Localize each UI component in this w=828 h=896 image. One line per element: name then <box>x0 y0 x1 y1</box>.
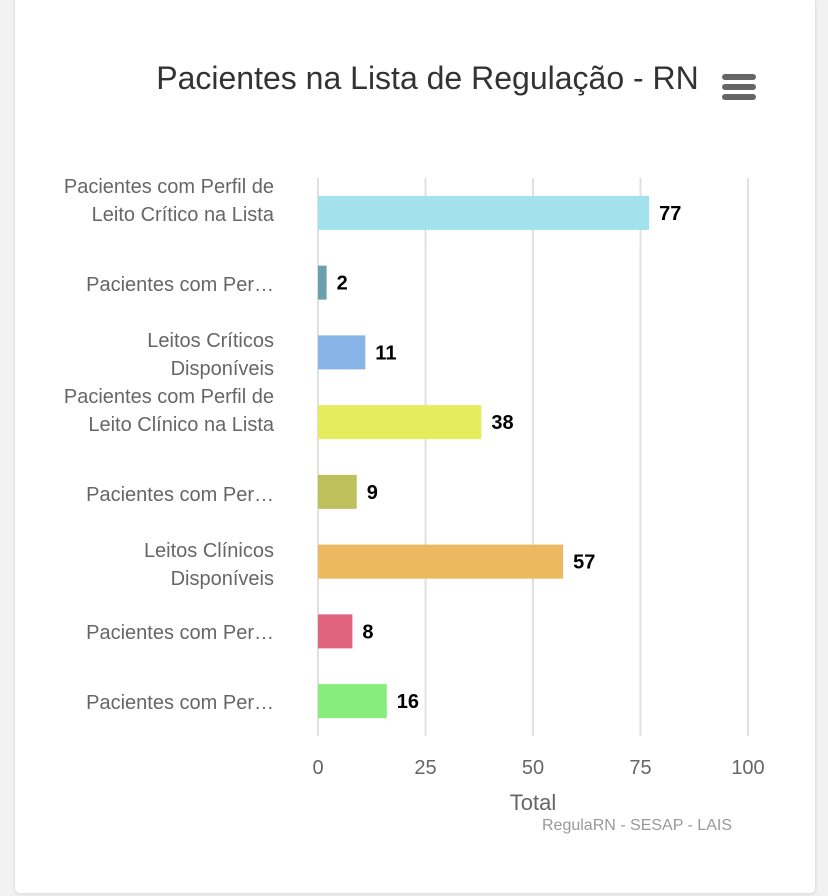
chart-title: Pacientes na Lista de Regulação - RN <box>156 60 699 96</box>
data-label: 2 <box>337 273 348 295</box>
data-label: 16 <box>397 691 419 713</box>
x-tick-label: 0 <box>312 757 323 779</box>
category-label: Pacientes com Perfil de Leito Crítico na… <box>63 176 274 226</box>
bar[interactable] <box>318 405 482 440</box>
data-label: 11 <box>375 342 396 364</box>
category-label: Pacientes com Per… <box>86 692 274 714</box>
chart-plot: 0 25 50 75 100 77 2 11 38 9 57 8 16 Total <box>312 178 765 815</box>
category-label: Pacientes com Perfil de Leito Clínico na… <box>63 386 274 436</box>
chart-card: 0 25 50 75 100 77 2 11 38 9 57 8 16 Total Pacientes n… <box>14 0 816 894</box>
bar[interactable] <box>318 195 650 230</box>
chart-credits[interactable]: RegulaRN - SESAP - LAIS <box>541 817 732 834</box>
data-label: 38 <box>491 412 513 434</box>
category-label: Pacientes com Per… <box>86 484 274 506</box>
hamburger-menu-icon-bar <box>722 94 756 100</box>
category-label: Leitos Críticos Disponíveis <box>147 330 274 380</box>
x-tick-label: 50 <box>522 757 544 779</box>
hamburger-menu-icon-bar <box>722 84 756 90</box>
data-label: 8 <box>362 621 373 643</box>
chart-context-menu-button[interactable] <box>720 71 758 103</box>
data-label: 57 <box>573 552 595 574</box>
data-label: 9 <box>367 482 378 504</box>
bar[interactable] <box>318 474 357 509</box>
bar[interactable] <box>318 544 564 579</box>
x-tick-label: 75 <box>629 757 651 779</box>
x-tick-label: 100 <box>731 757 764 779</box>
category-label: Pacientes com Per… <box>86 622 274 644</box>
bar[interactable] <box>318 684 387 719</box>
hamburger-menu-icon <box>722 74 756 80</box>
bar[interactable] <box>318 265 327 300</box>
bar[interactable] <box>318 335 366 370</box>
category-label: Pacientes com Per… <box>86 274 274 296</box>
data-label: 77 <box>659 203 681 225</box>
x-tick-label: 25 <box>414 757 436 779</box>
category-label: Leitos Clínicos Disponíveis <box>143 540 274 590</box>
x-axis-title: Total <box>510 790 556 815</box>
bar[interactable] <box>318 614 353 649</box>
